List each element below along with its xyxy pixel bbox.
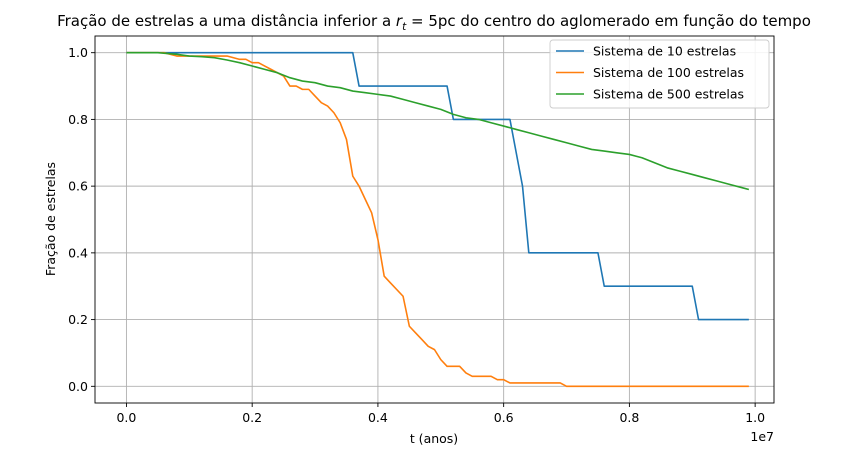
- legend-label: Sistema de 100 estrelas: [593, 65, 744, 80]
- legend: Sistema de 10 estrelas Sistema de 100 est…: [549, 39, 770, 109]
- x-axis-ticks: 0.0 0.2 0.4 0.6 0.8 1.0: [116, 403, 765, 425]
- plot-frame: [94, 35, 775, 404]
- y-tick-label: 1.0: [68, 45, 88, 60]
- series-line-2: [126, 51, 749, 388]
- y-tick-label: 0.6: [68, 179, 88, 194]
- x-tick-label: 0.0: [116, 410, 136, 425]
- x-tick-label: 1.0: [745, 410, 765, 425]
- x-axis-multiplier: 1e7: [750, 429, 774, 444]
- x-tick-label: 0.8: [619, 410, 639, 425]
- series-line-3: [126, 51, 750, 191]
- y-tick-label: 0.8: [68, 112, 88, 127]
- x-tick-label: 0.4: [368, 410, 388, 425]
- y-tick-label: 0.0: [68, 379, 88, 394]
- x-axis-label: t (anos): [410, 431, 458, 446]
- legend-label: Sistema de 500 estrelas: [593, 87, 744, 102]
- x-tick-label: 0.6: [494, 410, 514, 425]
- x-tick-label: 0.2: [242, 410, 262, 425]
- series-lines: [126, 51, 750, 388]
- y-axis-ticks: 0.0 0.2 0.4 0.6 0.8 1.0: [68, 45, 95, 394]
- y-tick-label: 0.4: [68, 245, 88, 260]
- chart-title: Fração de estrelas a uma distância infer…: [57, 12, 811, 33]
- legend-label: Sistema de 10 estrelas: [593, 44, 736, 59]
- y-tick-label: 0.2: [68, 312, 88, 327]
- legend-box: [549, 39, 770, 109]
- y-axis-label: Fração de estrelas: [43, 162, 58, 276]
- series-line-1: [126, 51, 749, 321]
